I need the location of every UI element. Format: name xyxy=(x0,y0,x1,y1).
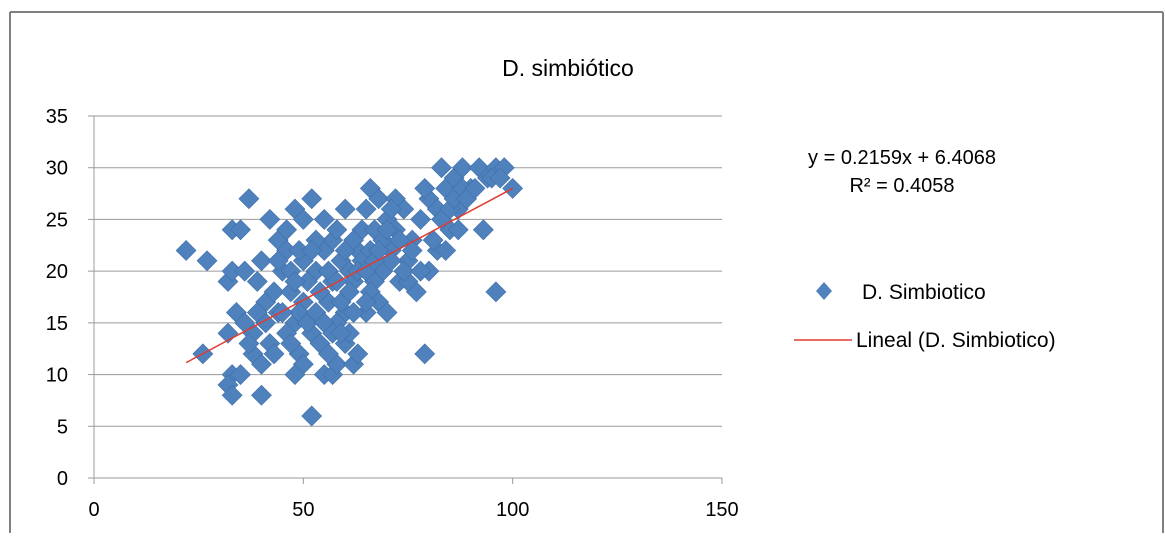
data-point xyxy=(292,209,314,230)
data-point xyxy=(380,198,402,220)
data-point xyxy=(343,302,364,323)
trendline xyxy=(185,187,514,364)
data-point xyxy=(251,250,272,272)
data-point xyxy=(251,384,272,406)
data-point xyxy=(447,219,469,241)
y-tick-label: 0 xyxy=(57,468,68,490)
trendline-equation: y = 0.2159x + 6.4068 xyxy=(808,147,996,169)
data-point xyxy=(343,229,364,251)
trendline-line xyxy=(185,187,514,364)
data-point xyxy=(393,260,415,282)
data-point xyxy=(376,219,398,241)
y-tick-label: 10 xyxy=(46,365,68,387)
data-point xyxy=(422,229,444,251)
data-point xyxy=(318,343,339,365)
data-point xyxy=(355,198,377,220)
legend-marker-diamond xyxy=(816,282,832,300)
gridlines xyxy=(94,115,722,427)
data-point xyxy=(347,343,369,365)
data-point xyxy=(464,177,486,199)
data-point xyxy=(284,271,306,292)
data-point xyxy=(355,291,377,313)
data-point xyxy=(435,240,457,261)
x-tick-labels: 0 50 100 150 xyxy=(88,499,738,521)
data-point xyxy=(472,219,494,241)
data-point xyxy=(271,302,293,323)
data-point xyxy=(301,405,323,427)
data-point xyxy=(368,188,390,210)
x-tick-label: 0 xyxy=(88,499,99,521)
data-point xyxy=(330,322,352,344)
data-point xyxy=(414,177,436,199)
data-point xyxy=(502,177,524,199)
data-point xyxy=(489,167,511,189)
legend: D. Simbiotico Lineal (D. Simbiotico) xyxy=(794,281,1056,352)
data-point xyxy=(431,157,452,179)
r-squared-label: R² = 0.4058 xyxy=(849,175,954,197)
data-point xyxy=(334,198,356,220)
data-point xyxy=(485,281,507,303)
data-point xyxy=(234,260,256,282)
legend-label-trendline: Lineal (D. Simbiotico) xyxy=(856,329,1056,352)
data-point xyxy=(251,353,272,375)
data-point xyxy=(338,281,360,303)
data-point xyxy=(313,209,335,230)
data-point xyxy=(238,333,260,354)
data-point xyxy=(230,219,251,241)
data-point xyxy=(452,157,473,179)
data-point xyxy=(410,209,431,230)
x-tick-label: 150 xyxy=(705,499,738,521)
data-point xyxy=(301,188,323,210)
data-points xyxy=(175,157,524,427)
data-point xyxy=(301,240,323,261)
axes xyxy=(88,115,723,484)
data-point xyxy=(259,209,281,230)
data-point xyxy=(196,250,218,272)
y-tick-label: 30 xyxy=(46,158,68,180)
y-tick-label: 5 xyxy=(57,416,68,438)
data-point xyxy=(267,250,289,272)
data-point xyxy=(238,188,260,210)
data-point xyxy=(284,364,306,385)
data-point xyxy=(410,260,431,282)
y-tick-label: 35 xyxy=(46,106,68,128)
chart-title: D. simbiótico xyxy=(502,55,634,81)
data-point xyxy=(230,364,251,385)
data-point xyxy=(276,219,298,241)
x-tick-label: 100 xyxy=(496,499,529,521)
data-point xyxy=(376,302,398,323)
data-point xyxy=(263,343,285,365)
x-tick-label: 50 xyxy=(292,499,314,521)
data-point xyxy=(280,333,302,354)
data-point xyxy=(326,219,348,241)
legend-label-series: D. Simbiotico xyxy=(862,281,986,304)
data-point xyxy=(263,281,285,303)
y-tick-label: 20 xyxy=(46,261,68,283)
y-tick-labels: 0 5 10 15 20 25 30 35 xyxy=(46,106,68,490)
data-point xyxy=(414,343,436,365)
data-point xyxy=(246,271,268,292)
data-point xyxy=(389,229,411,251)
data-point xyxy=(221,384,243,406)
data-point xyxy=(175,240,197,261)
y-tick-label: 25 xyxy=(46,209,68,231)
y-tick-label: 15 xyxy=(46,313,68,335)
data-point xyxy=(246,302,268,323)
